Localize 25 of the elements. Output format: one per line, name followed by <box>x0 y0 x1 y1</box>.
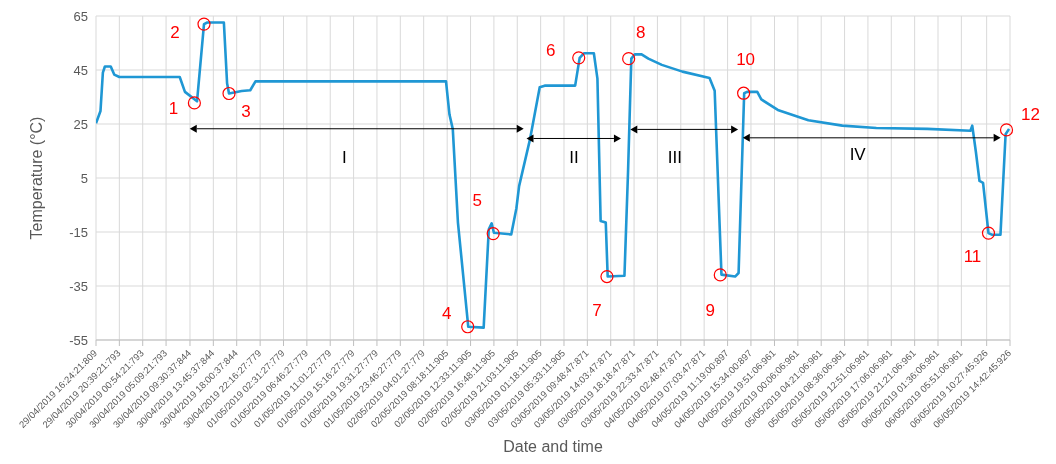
y-tick-label: -35 <box>69 278 88 294</box>
annotation: 8 <box>635 23 646 43</box>
annotation: 5 <box>472 191 482 211</box>
annotation: 3 <box>241 101 251 121</box>
y-tick-label: -15 <box>69 224 88 240</box>
x-axis-title: Date and time <box>503 438 603 455</box>
annotation: III <box>667 148 682 168</box>
y-tick-label: 45 <box>73 62 88 78</box>
annotation: 11 <box>963 246 982 266</box>
annotation: 7 <box>592 301 602 321</box>
y-tick-label: 5 <box>80 170 88 186</box>
annotation: 6 <box>546 41 556 61</box>
y-tick-label: -55 <box>69 332 88 348</box>
annotation: 4 <box>441 304 452 324</box>
annotation: 12 <box>1021 105 1040 125</box>
annotation: I <box>342 148 347 168</box>
annotation: 2 <box>170 22 180 42</box>
annotation: 1 <box>168 99 179 119</box>
annotation: 10 <box>736 49 756 69</box>
annotation: 9 <box>705 301 715 321</box>
y-axis-title: Temperature (°C) <box>27 116 45 240</box>
annotation: II <box>569 148 579 168</box>
annotation: IV <box>849 144 867 164</box>
y-tick-label: 65 <box>73 8 88 24</box>
y-tick-label: 25 <box>73 116 88 132</box>
